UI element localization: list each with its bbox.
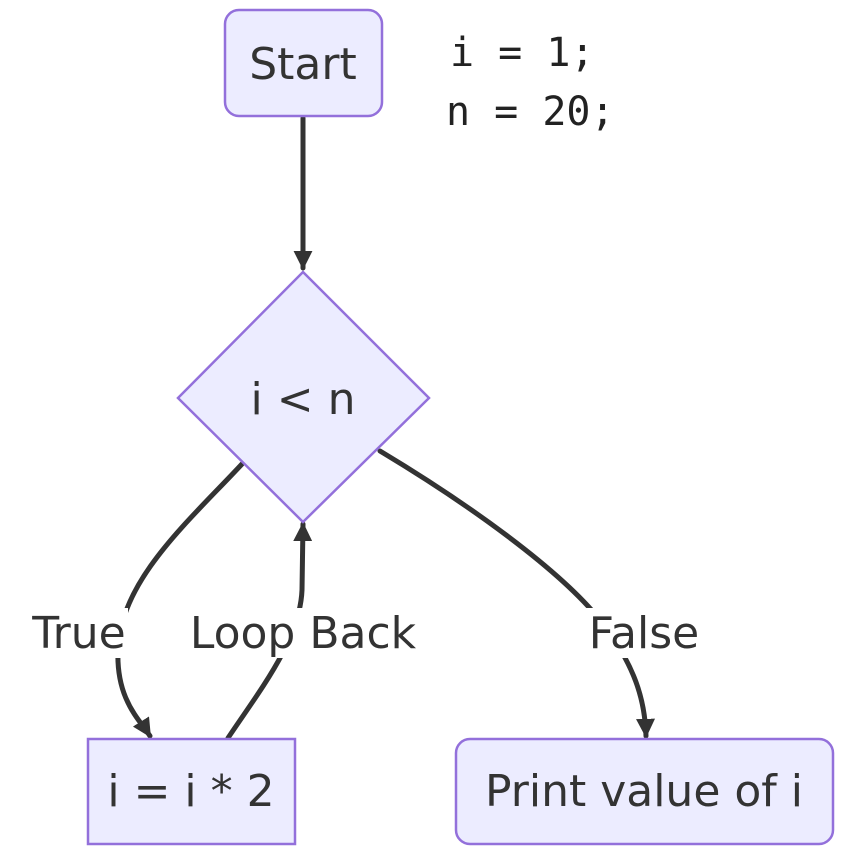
svg-text:False: False	[589, 608, 699, 659]
print-node-label: Print value of i	[485, 766, 803, 817]
double-node: i = i * 2	[86, 737, 297, 846]
print-node: Print value of i	[454, 737, 835, 846]
edge-loop-back	[225, 521, 313, 741]
start-node: Start	[223, 8, 384, 118]
svg-text:True: True	[31, 608, 125, 659]
svg-text:Loop Back: Loop Back	[190, 608, 417, 659]
edge-label-false: False	[586, 608, 702, 659]
start-node-label: Start	[249, 39, 357, 90]
edge-label-true: True	[30, 608, 128, 659]
edge-label-loop-back: Loop Back	[190, 608, 417, 659]
edge-false	[377, 448, 656, 739]
condition-node-label: i < n	[251, 374, 356, 425]
init-code: i = 1; n = 20;	[446, 30, 615, 135]
edge-true	[115, 461, 245, 739]
condition-node: i < n	[176, 270, 431, 524]
init-code-line-2: n = 20;	[446, 89, 615, 135]
init-code-line-1: i = 1;	[450, 30, 595, 76]
double-node-label: i = i * 2	[107, 766, 274, 817]
